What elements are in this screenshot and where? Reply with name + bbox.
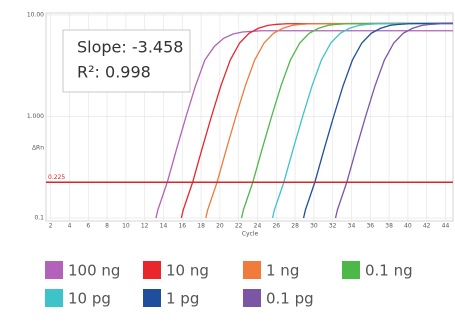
- x-tick-label: 10: [122, 223, 130, 230]
- x-tick-label: 18: [197, 223, 205, 230]
- x-tick-label: 26: [272, 223, 280, 230]
- x-tick-label: 30: [310, 223, 318, 230]
- x-tick-label: 40: [404, 223, 412, 230]
- legend-label: 1 ng: [266, 262, 299, 280]
- x-tick-label: 22: [235, 223, 243, 230]
- x-tick-label: 38: [385, 223, 393, 230]
- legend-label: 0.1 pg: [266, 290, 314, 308]
- x-tick-label: 42: [423, 223, 431, 230]
- y-tick-label: 1.000: [27, 113, 44, 120]
- x-axis-title: Cycle: [242, 231, 259, 238]
- legend-swatch: [243, 289, 261, 307]
- legend-swatch: [143, 261, 161, 279]
- amplification-curve: [180, 22, 453, 219]
- x-tick-label: 14: [160, 223, 168, 230]
- plot-lines: [155, 22, 453, 219]
- legend-label: 10 ng: [166, 262, 209, 280]
- amplification-curve: [334, 23, 453, 219]
- threshold-label: 0.225: [48, 174, 65, 181]
- legend-label: 100 ng: [68, 262, 120, 280]
- x-tick-label: 44: [442, 223, 450, 230]
- amplification-curve: [271, 22, 453, 219]
- legend-label: 1 pg: [166, 290, 199, 308]
- x-tick-label: 4: [68, 223, 72, 230]
- x-tick-label: 36: [366, 223, 374, 230]
- legend-label: 10 pg: [68, 290, 111, 308]
- x-tick-label: 28: [291, 223, 299, 230]
- y-tick-label: 0.1: [34, 215, 44, 222]
- x-tick-label: 24: [254, 223, 262, 230]
- annotation: R²: 0.998: [77, 63, 151, 82]
- y-axis-title: ΔRn: [32, 145, 44, 152]
- x-tick-label: 16: [178, 223, 186, 230]
- amplification-curve: [302, 22, 453, 219]
- amplification-curve: [205, 22, 453, 219]
- x-tick-label: 2: [49, 223, 53, 230]
- x-tick-label: 32: [329, 223, 337, 230]
- amplification-curve: [240, 22, 453, 219]
- legend-swatch: [342, 261, 360, 279]
- x-tick-label: 34: [348, 223, 356, 230]
- x-tick-label: 6: [86, 223, 90, 230]
- legend-swatch: [243, 261, 261, 279]
- amplification-curve: [155, 30, 453, 219]
- y-tick-label: 10.00: [27, 12, 44, 19]
- annotation: Slope: -3.458: [77, 38, 183, 57]
- x-tick-label: 12: [141, 223, 149, 230]
- x-tick-label: 8: [105, 223, 109, 230]
- legend-label: 0.1 ng: [365, 262, 413, 280]
- legend-swatch: [45, 289, 63, 307]
- x-tick-label: 20: [216, 223, 224, 230]
- legend-swatch: [143, 289, 161, 307]
- legend-swatch: [45, 261, 63, 279]
- annotation-box: [62, 29, 191, 93]
